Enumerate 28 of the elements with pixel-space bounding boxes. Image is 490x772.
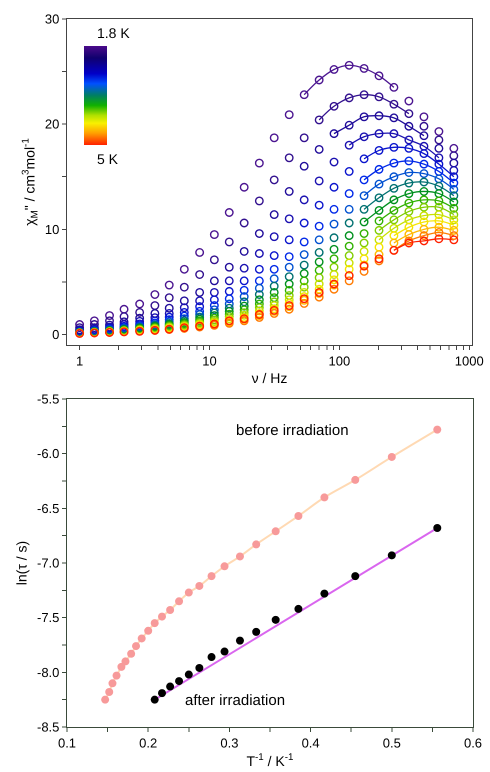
x-tick-label: 10 xyxy=(202,354,217,369)
y-tick-label: -7.0 xyxy=(36,556,60,571)
y-tick-label: -5.5 xyxy=(36,392,60,407)
y-tick-label: -7.5 xyxy=(36,610,60,626)
y-tick-label: 10 xyxy=(44,222,60,237)
annotation: 5 K xyxy=(97,151,119,167)
y-tick-label: 0 xyxy=(52,327,60,342)
y-tick-label: 30 xyxy=(44,12,60,27)
y-tick-label: 20 xyxy=(44,116,60,132)
x-tick-label: 1 xyxy=(76,354,84,369)
x-tick-label: 100 xyxy=(328,354,350,369)
x-tick-label: 0.3 xyxy=(220,736,238,751)
y-tick-label: -8.0 xyxy=(36,664,60,680)
y-tick-label: -6.0 xyxy=(36,446,60,462)
x-tick-label: 0.1 xyxy=(58,736,76,751)
y-axis-title: ln(τ / s) xyxy=(14,540,30,586)
x-tick-label: 0.6 xyxy=(464,736,482,751)
annotation: before irradiation xyxy=(236,422,349,439)
x-tick-label: 0.5 xyxy=(382,736,401,751)
y-tick-label: -8.5 xyxy=(36,720,60,735)
x-tick-label: 0.4 xyxy=(302,736,320,751)
y-tick-label: -6.5 xyxy=(36,500,60,516)
x-tick-label: 0.2 xyxy=(139,736,158,751)
annotation: 1.8 K xyxy=(97,25,130,41)
x-tick-label: 1000 xyxy=(454,354,484,369)
annotation: after irradiation xyxy=(185,692,286,709)
x-axis-title: ν / Hz xyxy=(252,370,288,386)
x-axis-title: T$^{-1}$ / K$^{-1}$ xyxy=(246,752,294,769)
